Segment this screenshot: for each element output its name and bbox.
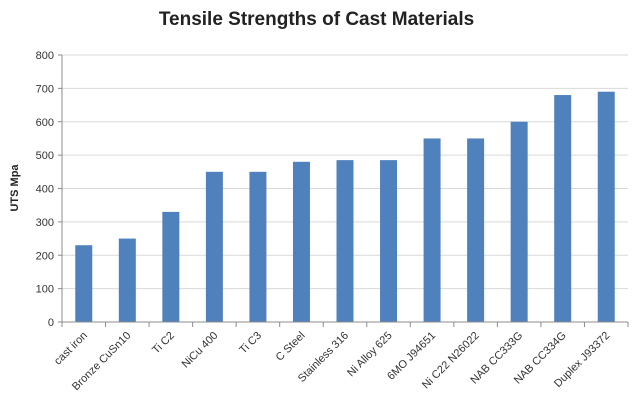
axes: [58, 54, 629, 327]
y-tick-label: 400: [36, 184, 54, 196]
y-tick-label: 0: [48, 317, 54, 329]
bar: [380, 160, 398, 322]
bar: [554, 95, 572, 322]
y-tick-label: 600: [36, 117, 54, 129]
bar: [292, 161, 310, 322]
bar: [423, 138, 441, 322]
chart-title: Tensile Strengths of Cast Materials: [158, 9, 475, 30]
x-tick-label: NiCu 400: [180, 330, 221, 371]
y-tick-label: 800: [36, 50, 54, 62]
bar: [249, 171, 267, 322]
y-axis-label: UTS Mpa: [9, 164, 21, 212]
bar: [205, 171, 223, 322]
bar: [118, 238, 136, 322]
y-tick-label: 500: [36, 150, 54, 162]
y-tick-label: 200: [36, 250, 54, 262]
bar: [597, 91, 615, 323]
y-tick-label: 700: [36, 83, 54, 95]
y-tick-label: 100: [36, 284, 54, 296]
bar: [162, 211, 180, 322]
y-tick-label: 300: [36, 217, 54, 229]
bar: [75, 245, 93, 322]
bar: [336, 160, 354, 322]
x-tick-label: cast iron: [52, 330, 90, 368]
bars: [75, 91, 615, 323]
bar: [467, 138, 485, 322]
x-tick-label: Ti C3: [237, 330, 264, 357]
y-tick-labels: 0 100 200 300 400 500 600 700 800: [36, 50, 54, 329]
x-tick-label: C Steel: [274, 330, 308, 364]
x-tick-label: Ti C2: [150, 330, 177, 357]
bar: [510, 121, 528, 322]
